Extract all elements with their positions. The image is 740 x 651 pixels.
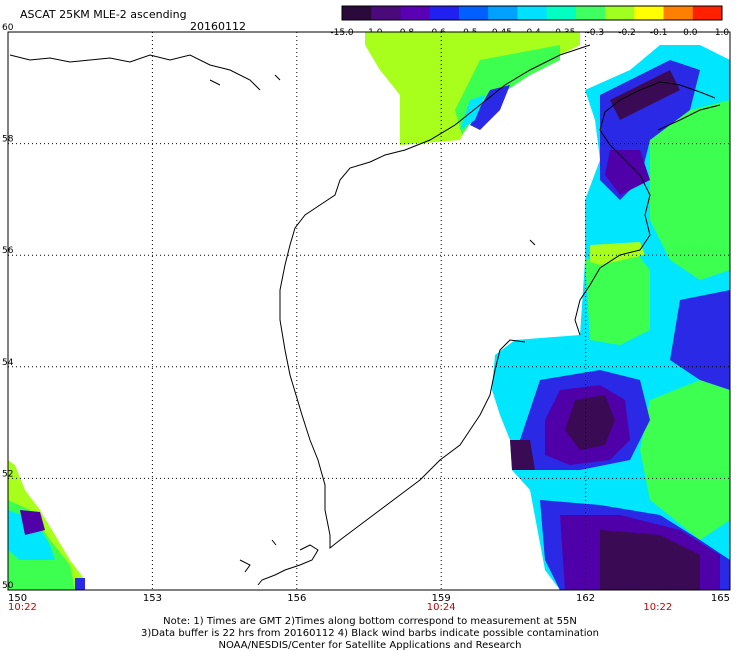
swath-southwest-cyan (8, 510, 55, 560)
lat-label: 54 (2, 358, 14, 368)
lon-label: 165 (711, 593, 730, 604)
swath-southwest-purple (20, 510, 45, 535)
map-date: 20160112 (190, 20, 246, 33)
swath-east-green1 (650, 100, 730, 280)
time-label: 10:22 (8, 602, 37, 613)
note-line-1: Note: 1) Times are GMT 2)Times along bot… (163, 616, 577, 627)
longitude-labels: 150 153 156 159 162 165 (8, 593, 730, 604)
colorbar-segment (605, 6, 635, 20)
map-title: ASCAT 25KM MLE-2 ascending (20, 8, 187, 21)
lon-label: 162 (576, 593, 595, 604)
time-label: 10:24 (427, 602, 456, 613)
colorbar-segment (400, 6, 431, 20)
lat-lon-grid (8, 32, 730, 590)
coastline-sakhalin (257, 544, 319, 586)
colorbar-label: -0.1 (650, 28, 668, 38)
colorbar-segment (488, 6, 518, 20)
swath-east-blue2 (670, 290, 730, 390)
colorbar-segment (517, 6, 548, 20)
colorbar-label: -0.2 (618, 28, 636, 38)
swath-north-cyan (460, 95, 485, 130)
colorbar-segment (634, 6, 665, 20)
colorbar-segment (371, 6, 401, 20)
colorbar-segment (663, 6, 694, 20)
swath-southwest-blue (75, 578, 85, 590)
colorbar-label: -0.3 (587, 28, 605, 38)
lon-label: 156 (287, 593, 306, 604)
colorbar-segment (342, 6, 372, 20)
swath-east-green2 (585, 245, 650, 345)
swath-east-aqua (640, 380, 730, 540)
lon-label: 159 (432, 593, 451, 604)
coastline-okhotsk-north (9, 54, 261, 91)
colorbar-frame (341, 5, 723, 21)
lat-label: 50 (2, 581, 14, 591)
colorbar-segment (458, 6, 489, 20)
latitude-labels: 60 58 56 54 52 50 (2, 23, 14, 591)
coastline-mainland (279, 44, 591, 550)
swath-east-dkpurple5 (510, 440, 535, 470)
coastline (9, 44, 721, 586)
swath-east-purple2 (605, 150, 650, 195)
lat-label: 52 (2, 469, 13, 479)
note-line-3: NOAA/NESDIS/Center for Satellite Applica… (218, 640, 522, 651)
coastline-peninsula (657, 104, 721, 131)
coastline-kamchatka-north (574, 81, 716, 336)
swath-east-lime (590, 242, 645, 265)
data-swaths (8, 32, 730, 590)
coastline-islands (209, 74, 536, 573)
colorbar-segment (546, 6, 577, 20)
lon-label: 150 (8, 593, 27, 604)
colorbar-label: 1.0 (715, 28, 730, 38)
swath-east-dkpurple3 (565, 395, 615, 450)
colorbar-label: 0.0 (683, 28, 698, 38)
note-line-2: 3)Data buffer is 22 hrs from 20160112 4)… (141, 628, 599, 639)
swath-north-blue (470, 85, 510, 130)
colorbar-segment (429, 6, 460, 20)
colorbar-segment (692, 6, 723, 20)
swath-east-dkpurple4 (600, 530, 700, 590)
colorbar-segment (575, 6, 606, 20)
lat-label: 58 (2, 135, 14, 145)
time-label: 10:22 (643, 602, 672, 613)
colorbar-label: -15.0 (330, 28, 354, 38)
lon-label: 153 (143, 593, 162, 604)
lat-label: 56 (2, 246, 14, 256)
time-labels: 10:22 10:24 10:22 (8, 602, 672, 613)
lat-label: 60 (2, 23, 14, 33)
map-frame (7, 31, 731, 591)
